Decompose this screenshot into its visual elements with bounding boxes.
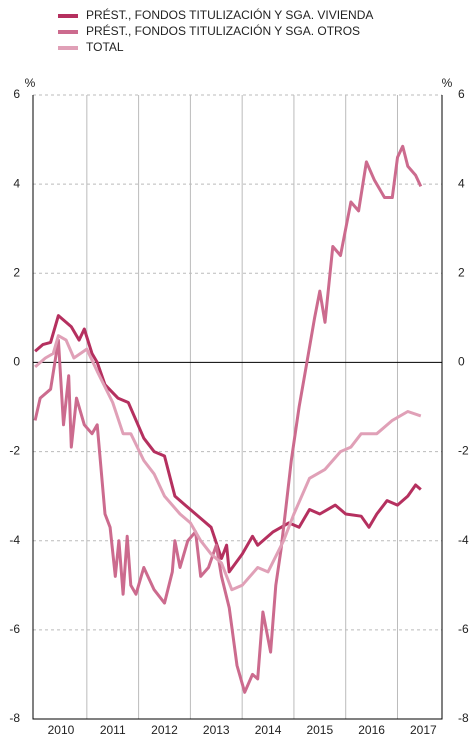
legend-label: PRÉST., FONDOS TITULIZACIÓN Y SGA. VIVIE… [86,7,373,22]
y-tick-label: -4 [9,533,20,547]
y-unit-right: % [442,76,453,90]
y-unit-left: % [25,76,36,90]
legend-label: PRÉST., FONDOS TITULIZACIÓN Y SGA. OTROS [86,23,360,38]
y-tick-label-right: -6 [458,622,469,636]
y-tick-label-right: 0 [458,355,465,369]
x-tick-label: 2011 [100,723,126,737]
x-tick-label: 2015 [306,723,333,737]
series-line [33,144,423,694]
y-tick-label: 4 [13,176,20,190]
series-line [34,334,422,592]
x-tick-label: 2012 [151,723,178,737]
y-tick-label: 2 [13,265,20,279]
y-tick-label: -8 [9,711,20,725]
axis-frame [32,95,443,720]
x-tick-label: 2013 [203,723,230,737]
y-tick-label-right: 2 [458,265,465,279]
series-line [34,314,422,574]
y-tick-label: 0 [13,355,20,369]
y-tick-label: -6 [9,622,20,636]
x-tick-label: 2017 [410,723,437,737]
y-tick-label: 6 [13,87,20,101]
y-tick-label-right: -8 [458,711,469,725]
legend-label: TOTAL [86,40,124,54]
y-tick-label: -2 [9,444,20,458]
y-tick-label-right: 4 [458,176,465,190]
y-tick-label-right: -2 [458,444,469,458]
y-tick-label-right: -4 [458,533,469,547]
x-tick-label: 2010 [48,723,75,737]
x-tick-label: 2014 [255,723,282,737]
x-tick-label: 2016 [358,723,385,737]
y-tick-label-right: 6 [458,87,465,101]
